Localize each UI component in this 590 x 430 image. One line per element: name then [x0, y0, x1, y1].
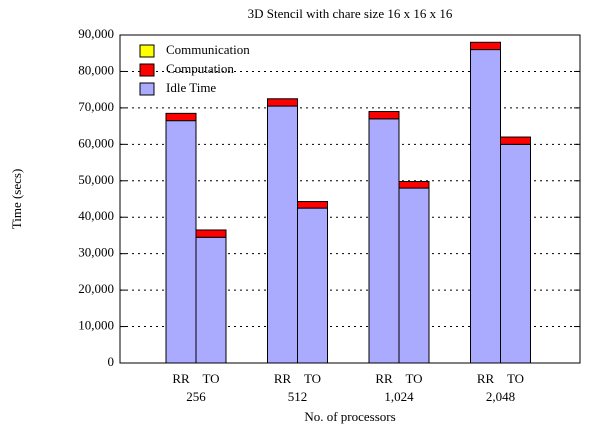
y-tick-label: 40,000 [78, 208, 114, 223]
bar-segment [195, 236, 227, 364]
y-tick-label: 0 [108, 354, 115, 369]
bar-segment [398, 187, 430, 364]
x-axis-label: No. of processors [304, 409, 395, 424]
bar-segment [470, 49, 501, 364]
group-label: 512 [288, 389, 308, 404]
bar-segment [165, 120, 197, 364]
bar-segment [297, 201, 328, 209]
y-tick-label: 10,000 [78, 318, 114, 333]
y-tick-label: 90,000 [78, 26, 114, 41]
bar-segment [267, 98, 298, 107]
legend-swatch [139, 44, 155, 58]
y-tick-label: 20,000 [78, 281, 114, 296]
x-tick-label: TO [304, 371, 321, 386]
x-tick-label: RR [274, 371, 292, 386]
group-label: 2,048 [486, 389, 515, 404]
legend-label: Idle Time [166, 80, 216, 95]
x-tick-label: RR [375, 371, 393, 386]
bar-segment [165, 112, 197, 122]
y-tick-label: 80,000 [78, 62, 114, 77]
bar-segment [500, 136, 531, 145]
legend-swatch [139, 63, 155, 77]
y-tick-label: 60,000 [78, 135, 114, 150]
y-tick-label: 70,000 [78, 99, 114, 114]
bar-segment [368, 118, 400, 364]
legend-swatch [139, 82, 155, 96]
y-axis-label: Time (secs) [9, 169, 24, 230]
bar-segment [368, 111, 400, 120]
x-tick-label: TO [507, 371, 524, 386]
bar-segment [500, 143, 531, 364]
x-tick-label: TO [202, 371, 219, 386]
chart-title: 3D Stencil with chare size 16 x 16 x 16 [248, 6, 453, 21]
x-tick-label: RR [172, 371, 190, 386]
x-tick-label: RR [477, 371, 495, 386]
legend-label: Computation [166, 61, 234, 76]
plot-frame [119, 34, 581, 364]
bar-segment [195, 229, 227, 238]
bar-segment [398, 181, 430, 189]
bar-segment [267, 105, 298, 364]
y-tick-label: 30,000 [78, 245, 114, 260]
y-tick-label: 50,000 [78, 172, 114, 187]
bar-segment [470, 41, 501, 51]
group-label: 256 [186, 389, 206, 404]
bar-segment [297, 207, 328, 364]
x-tick-label: TO [405, 371, 422, 386]
group-label: 1,024 [384, 389, 414, 404]
legend-label: Communication [166, 42, 250, 57]
